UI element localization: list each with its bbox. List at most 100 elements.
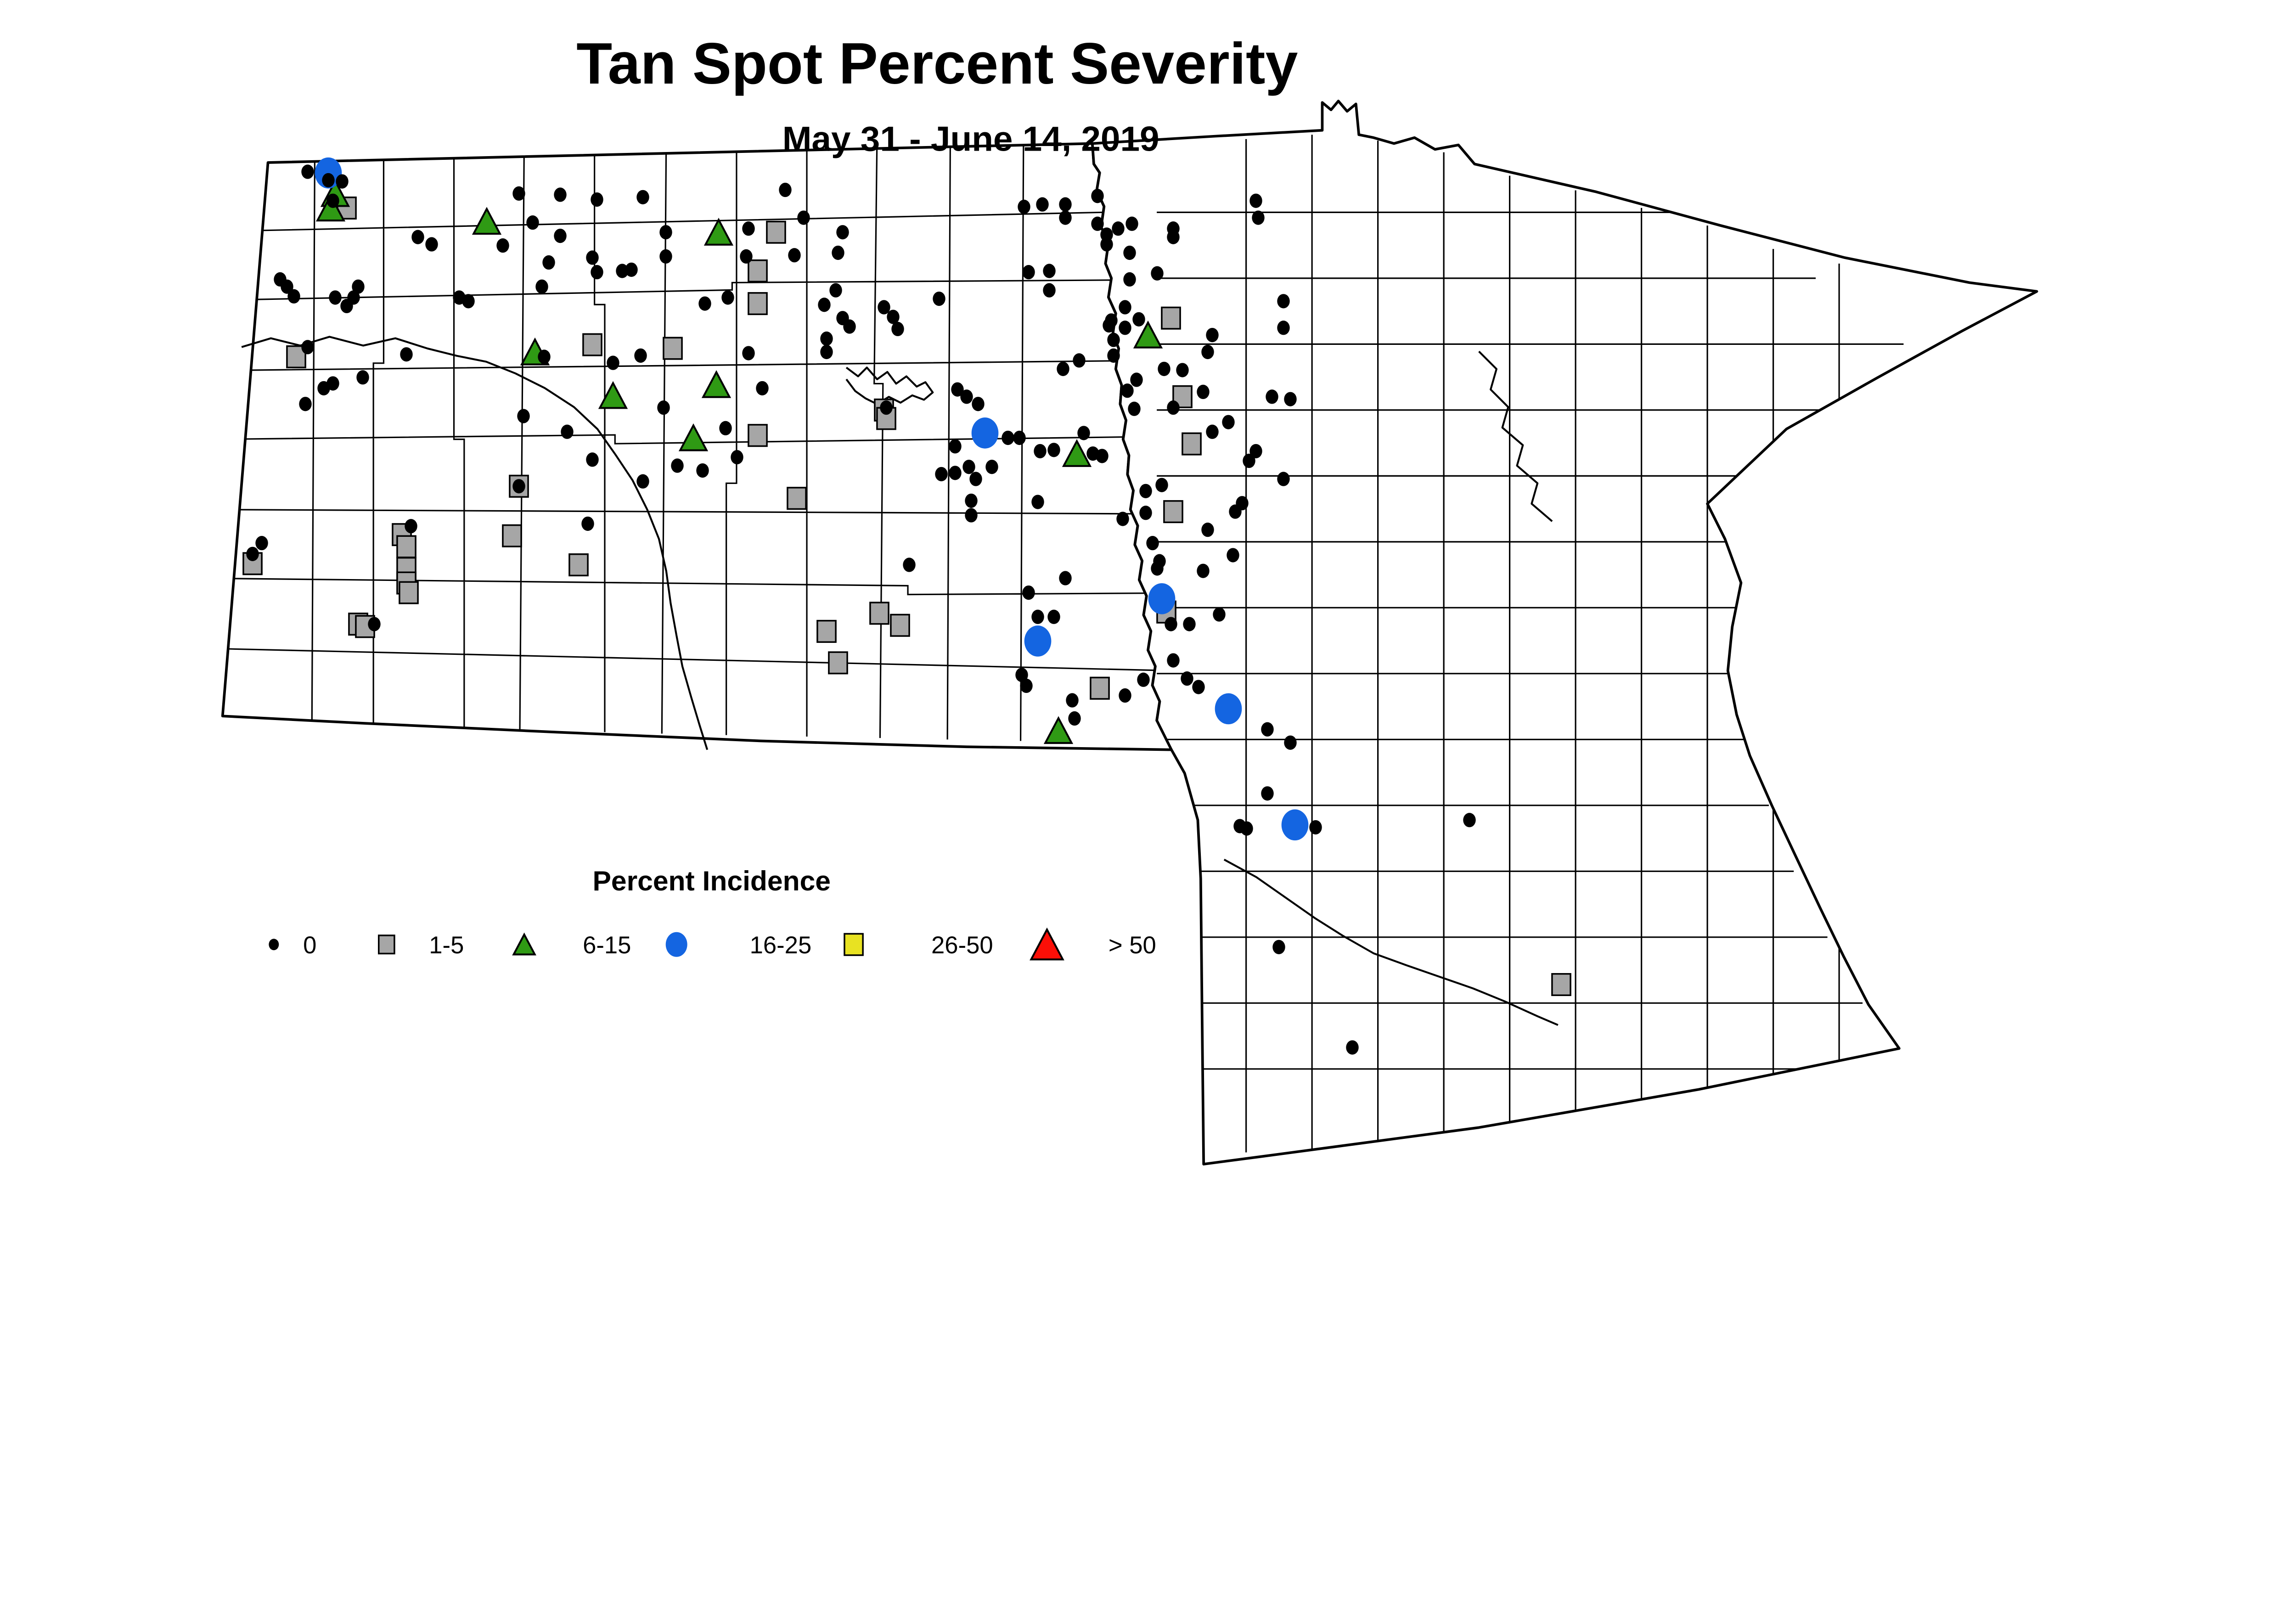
- map-marker-dot: [1034, 444, 1047, 459]
- map-marker-dot: [1277, 472, 1290, 486]
- map-marker-dot: [1121, 383, 1134, 398]
- map-marker-dot: [1119, 688, 1131, 703]
- legend-label: 0: [303, 932, 316, 959]
- map-marker-dot: [1222, 415, 1235, 429]
- map-marker-square: [1172, 385, 1193, 408]
- map-marker-dot: [1059, 210, 1072, 225]
- map-marker-dot: [1116, 512, 1129, 526]
- map-marker-dot: [1146, 536, 1159, 551]
- map-marker-dot: [935, 467, 948, 482]
- map-marker-dot: [299, 397, 312, 411]
- map-marker-dot: [1284, 392, 1297, 406]
- legend-item-1-5: 1-5: [378, 932, 464, 959]
- map-marker-square: [869, 602, 889, 625]
- map-marker-dot: [779, 182, 792, 197]
- map-marker-dot: [742, 346, 755, 360]
- map-marker-dot: [1031, 495, 1044, 509]
- map-marker-dot: [843, 319, 856, 334]
- map-marker-dot: [972, 397, 985, 411]
- legend-item-0: 0: [269, 932, 316, 959]
- map-marker-dot: [887, 310, 900, 324]
- missouri-river: [241, 336, 709, 750]
- map-marker-dot: [1015, 668, 1028, 682]
- map-marker-dot: [891, 321, 904, 337]
- map-marker-square: [1551, 973, 1571, 996]
- map-marker-dot: [512, 186, 525, 201]
- map-marker-dot: [933, 291, 945, 306]
- map-marker-dot: [1107, 332, 1120, 347]
- legend-title: Percent Incidence: [592, 865, 831, 896]
- map-marker-dot: [636, 190, 649, 204]
- map-marker-square: [748, 259, 768, 283]
- map-marker-circle: [971, 417, 999, 449]
- map-marker-dot: [554, 228, 567, 243]
- map-marker-square: [766, 220, 786, 244]
- map-marker-dot: [671, 458, 684, 473]
- map-marker-square: [502, 524, 522, 547]
- map-marker-dot: [400, 347, 413, 362]
- map-marker-dot: [1057, 361, 1069, 376]
- map-marker-dot: [1002, 430, 1014, 445]
- legend-item-26-50: 26-50: [844, 932, 993, 959]
- map-marker-dot: [1277, 294, 1290, 309]
- map-marker-dot: [462, 294, 475, 309]
- mississippi-headwaters: [1478, 350, 1553, 522]
- map-marker-dot: [1167, 400, 1180, 415]
- map-marker-dot: [1107, 348, 1120, 363]
- map-marker-square: [568, 553, 589, 577]
- map-marker-dot: [1213, 607, 1226, 622]
- legend-triangle-icon: [512, 932, 536, 956]
- map-marker-dot: [1128, 401, 1141, 416]
- map-marker-dot: [1139, 506, 1152, 520]
- map-marker-dot: [880, 400, 893, 415]
- map-marker-dot: [591, 192, 603, 207]
- map-marker-dot: [1261, 722, 1274, 737]
- map-marker-dot: [634, 348, 647, 363]
- map-marker-square: [582, 333, 602, 356]
- map-marker-dot: [591, 265, 603, 280]
- map-marker-dot: [1201, 523, 1214, 537]
- map-marker-dot: [1346, 1040, 1359, 1055]
- map-marker-dot: [836, 225, 849, 240]
- map-marker-dot: [1031, 609, 1044, 624]
- map-marker-dot: [1036, 197, 1049, 212]
- map-marker-dot: [969, 472, 982, 486]
- map-marker-dot: [542, 255, 555, 270]
- map-marker-dot: [1309, 820, 1322, 835]
- map-marker-dot: [411, 230, 424, 244]
- legend-square-icon: [844, 933, 864, 956]
- legend-label: > 50: [1109, 932, 1156, 959]
- minnesota-river: [1223, 858, 1559, 1026]
- map-marker-dot: [1130, 372, 1143, 387]
- map-marker-dot: [1165, 617, 1177, 631]
- map-marker-square: [816, 619, 837, 643]
- map-marker-triangle: [1062, 439, 1092, 467]
- map-marker-square: [1090, 676, 1110, 700]
- map-marker-dot: [512, 479, 525, 494]
- map-marker-triangle: [1043, 716, 1074, 744]
- map-marker-dot: [535, 279, 548, 294]
- map-marker-dot: [1261, 786, 1274, 801]
- map-marker-triangle: [598, 381, 628, 409]
- legend-item-16-25: 16-25: [665, 932, 812, 959]
- map-marker-dot: [1266, 389, 1278, 404]
- map-marker-dot: [1013, 430, 1026, 445]
- map-marker-dot: [281, 279, 293, 294]
- marker-layer: [242, 157, 1571, 1055]
- map-marker-dot: [1059, 571, 1072, 585]
- map-marker-dot: [1047, 443, 1060, 457]
- map-marker-dot: [1240, 821, 1253, 836]
- map-marker-dot: [1137, 672, 1150, 687]
- map-marker-dot: [951, 382, 964, 397]
- map-marker-dot: [326, 193, 339, 208]
- legend-label: 26-50: [931, 932, 993, 959]
- map-marker-dot: [740, 249, 753, 264]
- page-title: Tan Spot Percent Severity: [576, 31, 1298, 96]
- map-marker-square: [748, 292, 768, 315]
- map-marker-dot: [965, 508, 978, 523]
- legend-label: 16-25: [750, 932, 812, 959]
- legend-item-6-15: 6-15: [512, 932, 631, 959]
- map-marker-dot: [698, 296, 711, 311]
- map-marker-square: [396, 535, 416, 558]
- map-marker-dot: [356, 370, 369, 385]
